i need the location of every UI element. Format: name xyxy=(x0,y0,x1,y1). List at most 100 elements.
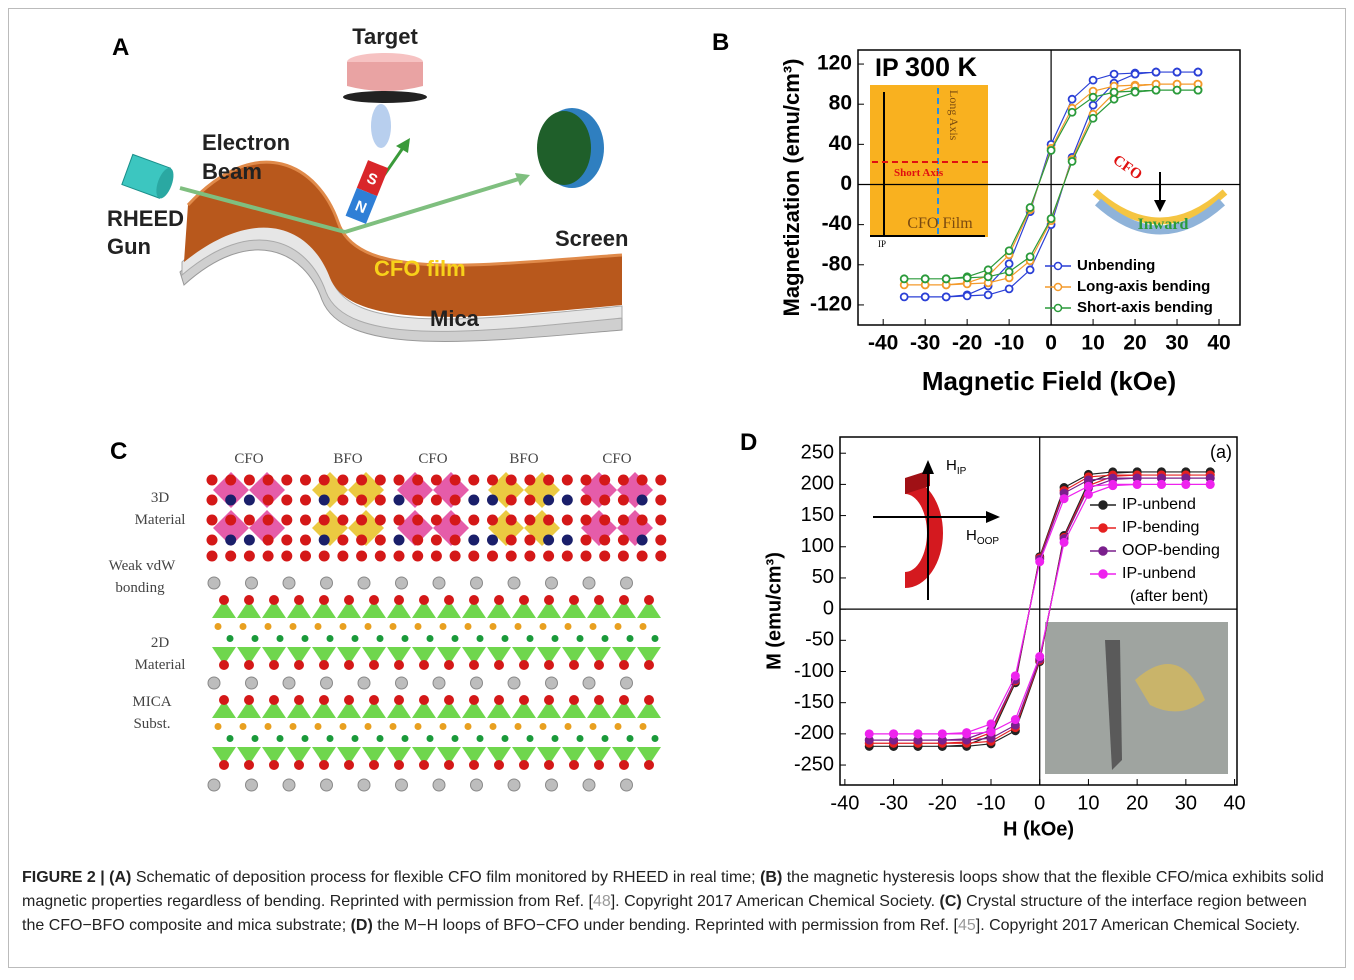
marker xyxy=(901,293,908,300)
atom xyxy=(402,635,409,642)
legend-marker xyxy=(1055,305,1062,312)
atom xyxy=(577,635,584,642)
atom xyxy=(619,695,629,705)
atom xyxy=(290,623,297,630)
atom xyxy=(565,623,572,630)
atom xyxy=(356,475,367,486)
atom xyxy=(281,495,292,506)
atom xyxy=(208,677,220,689)
atom xyxy=(427,735,434,742)
x-tick-label: 30 xyxy=(1175,792,1197,814)
atom xyxy=(294,595,304,605)
layer-label: Subst. xyxy=(133,716,170,732)
atom xyxy=(375,495,386,506)
atom xyxy=(419,760,429,770)
atom xyxy=(327,635,334,642)
marker xyxy=(1157,480,1165,488)
marker xyxy=(1006,285,1013,292)
y-tick-label: -40 xyxy=(822,212,852,235)
figure: A S N Target Electron Beam RHEED Gun Scr… xyxy=(0,0,1354,860)
x-tick-label: 10 xyxy=(1077,792,1099,814)
atom xyxy=(569,660,579,670)
marker xyxy=(1111,96,1118,103)
caption-ref[interactable]: 48 xyxy=(593,893,611,910)
atom xyxy=(599,551,610,562)
atom xyxy=(618,475,629,486)
y-tick-label: 0 xyxy=(840,172,852,195)
bend-label: CFO xyxy=(1110,152,1145,183)
atom xyxy=(396,779,408,791)
atom xyxy=(375,515,386,526)
atom xyxy=(477,735,484,742)
atom xyxy=(581,551,592,562)
atom xyxy=(431,495,442,506)
atom xyxy=(655,475,666,486)
caption-bold: (C) xyxy=(939,893,961,910)
atom xyxy=(581,515,592,526)
atom xyxy=(552,735,559,742)
atom xyxy=(356,495,367,506)
marker xyxy=(1153,87,1160,94)
atom xyxy=(519,595,529,605)
y-tick-label: 80 xyxy=(829,92,852,115)
atom xyxy=(477,635,484,642)
caption-bold: FIGURE 2 | (A) xyxy=(22,869,131,886)
atom xyxy=(577,735,584,742)
atom xyxy=(412,551,423,562)
atom xyxy=(487,495,498,506)
marker xyxy=(1090,77,1097,84)
marker xyxy=(1132,89,1139,96)
atom xyxy=(655,551,666,562)
atom xyxy=(394,515,405,526)
atom xyxy=(207,551,218,562)
atom xyxy=(319,660,329,670)
atom xyxy=(300,515,311,526)
atom xyxy=(506,515,517,526)
atom xyxy=(490,623,497,630)
atom xyxy=(208,779,220,791)
atom xyxy=(290,723,297,730)
atom xyxy=(506,551,517,562)
atom xyxy=(369,660,379,670)
atom xyxy=(246,577,258,589)
marker xyxy=(922,275,929,282)
atom xyxy=(356,535,367,546)
marker xyxy=(1174,87,1181,94)
atom xyxy=(319,595,329,605)
bend-label: Inward xyxy=(1138,216,1189,233)
atom xyxy=(562,515,573,526)
marker xyxy=(901,275,908,282)
atom xyxy=(506,535,517,546)
atom xyxy=(644,660,654,670)
panel-label: B xyxy=(712,29,729,56)
atom xyxy=(283,577,295,589)
subscript: IP xyxy=(957,466,967,477)
x-tick-label: -30 xyxy=(910,332,940,355)
column-label: CFO xyxy=(602,451,631,467)
atom xyxy=(244,515,255,526)
atom xyxy=(281,535,292,546)
atom xyxy=(394,760,404,770)
atom xyxy=(618,535,629,546)
atom xyxy=(244,495,255,506)
marker xyxy=(1195,87,1202,94)
atom xyxy=(655,495,666,506)
caption-ref[interactable]: 45 xyxy=(958,917,976,934)
atom xyxy=(394,535,405,546)
rheed-gun xyxy=(122,154,177,200)
atom xyxy=(396,577,408,589)
atom xyxy=(655,515,666,526)
atom xyxy=(321,677,333,689)
y-tick-label: 50 xyxy=(812,566,834,588)
layer-label: Material xyxy=(135,657,186,673)
atom xyxy=(562,475,573,486)
atom xyxy=(431,475,442,486)
atom xyxy=(546,677,558,689)
atom xyxy=(562,551,573,562)
symbol: H xyxy=(946,457,957,474)
legend-label: Short-axis bending xyxy=(1077,299,1213,316)
marker xyxy=(1027,253,1034,260)
label: Electron xyxy=(202,130,290,155)
atom xyxy=(544,595,554,605)
atom xyxy=(207,515,218,526)
